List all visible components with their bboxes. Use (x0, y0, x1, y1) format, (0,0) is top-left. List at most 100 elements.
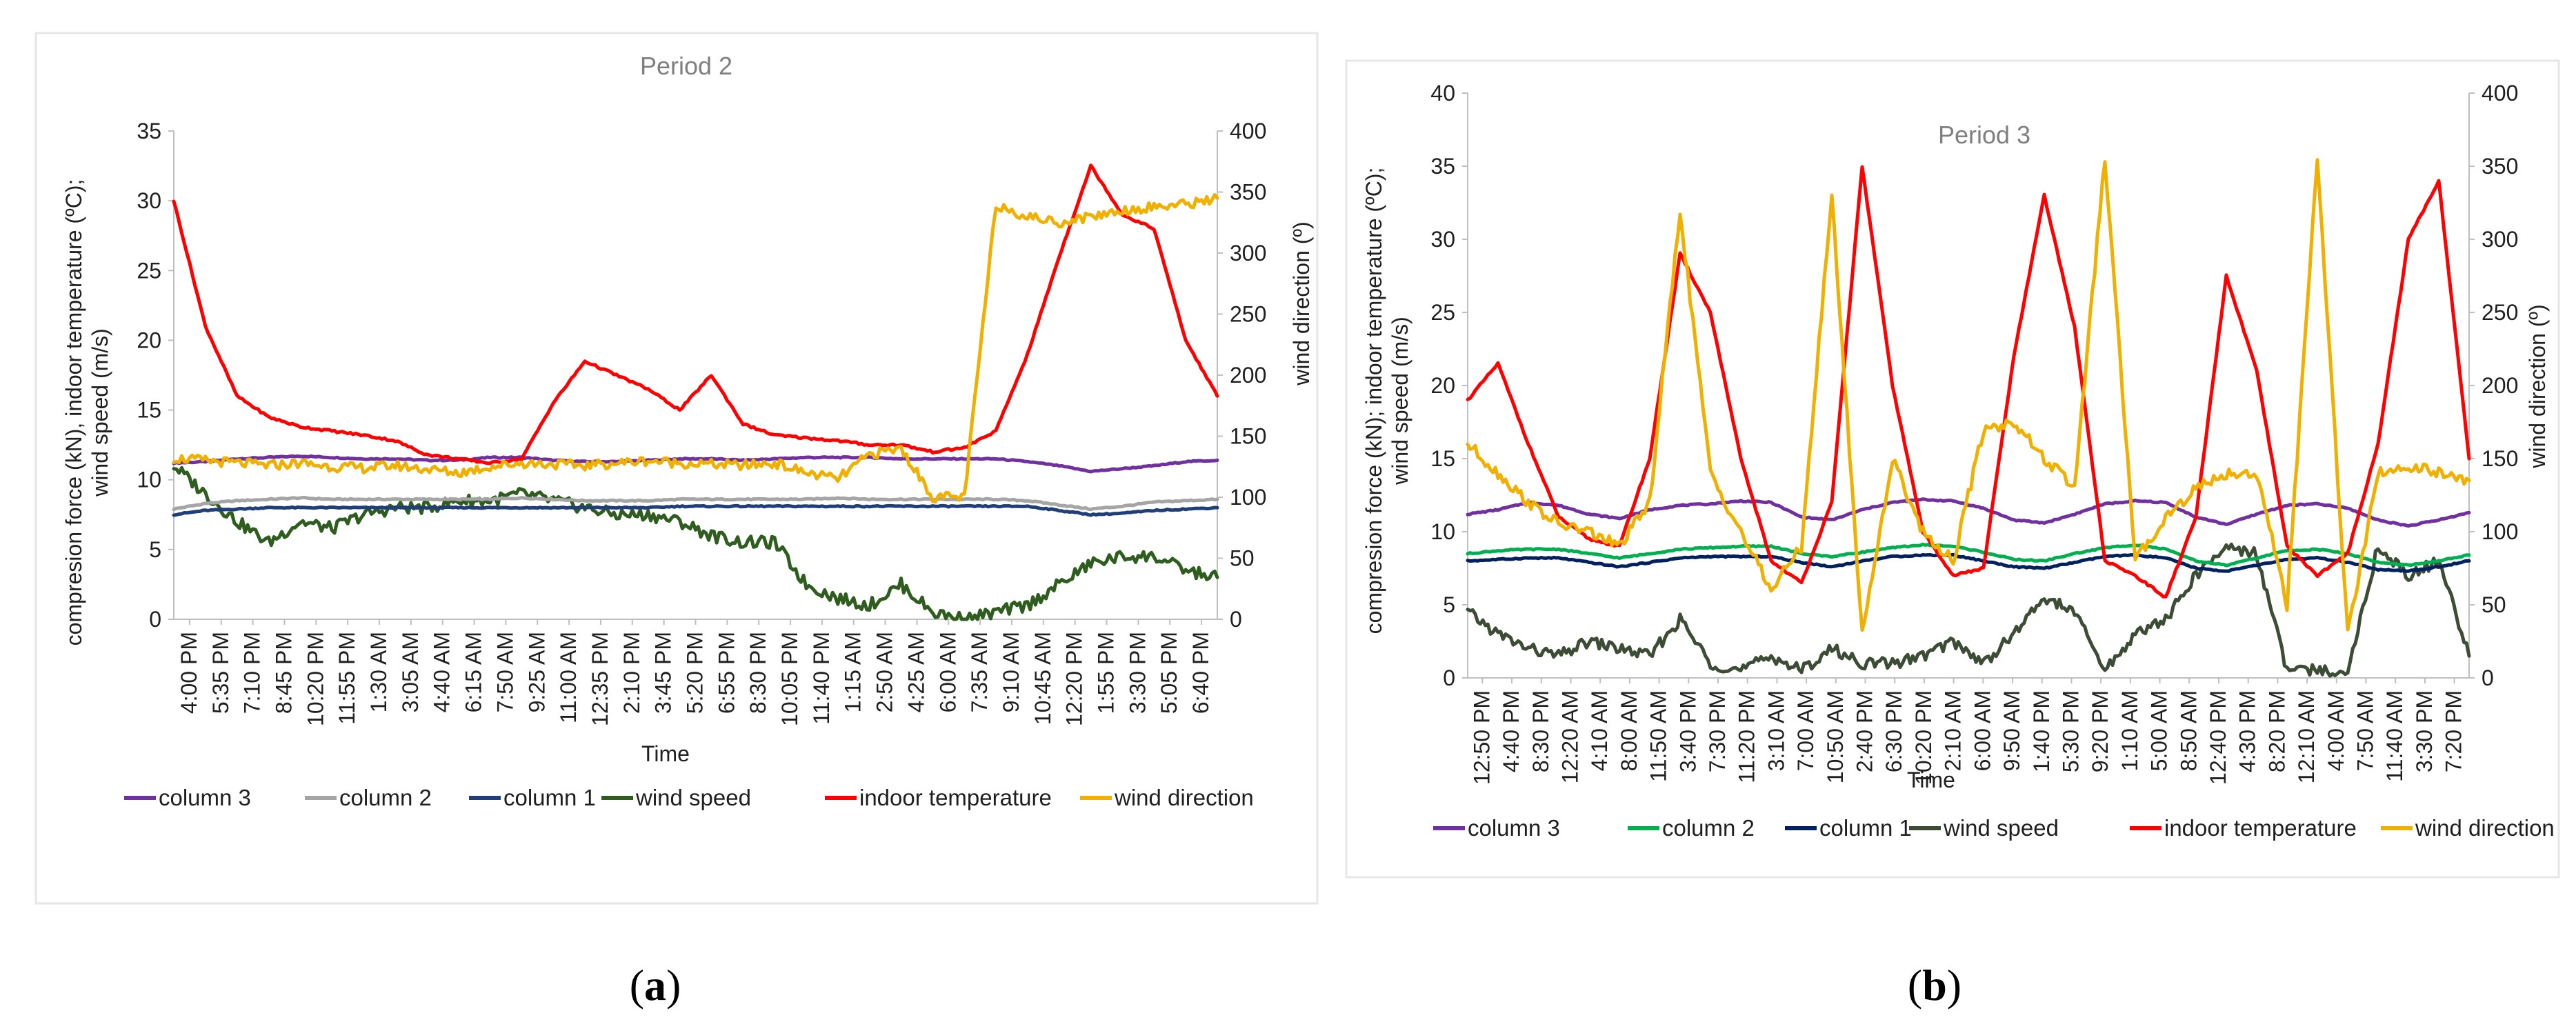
x-tick-label: 7:50 AM (2353, 690, 2378, 771)
legend-label: indoor temperature (2164, 815, 2357, 841)
x-tick-label: 7:30 PM (1705, 690, 1730, 772)
y-tick-label-left: 25 (1430, 300, 1455, 325)
series-line-column-3 (172, 454, 1219, 474)
y-axis-title-left-line2: wind speed (m/s) (88, 328, 112, 497)
y-axis-title-right: wind direction (º) (2525, 304, 2550, 469)
plot-area: 051015202530350501001502002503003504004:… (137, 119, 1266, 726)
panel-caption-letter: a (644, 961, 666, 1010)
plot-area: 0510152025303540050100150200250300350400… (1430, 81, 2518, 785)
y-tick-label-right: 300 (1230, 241, 1266, 265)
y-tick-label-right: 100 (2482, 519, 2518, 544)
chart-frame (1345, 59, 2560, 879)
x-tick-label: 9:10 AM (999, 632, 1024, 712)
x-tick-label: 3:40 PM (1675, 690, 1700, 772)
y-tick-label-left: 15 (137, 398, 161, 423)
x-tick-label: 5:30 PM (2058, 690, 2083, 772)
y-tick-label-right: 250 (1230, 302, 1266, 327)
x-tick-label: 6:40 PM (1188, 632, 1213, 714)
x-tick-label: 8:45 PM (271, 632, 296, 714)
x-tick-label: 2:50 AM (872, 632, 897, 712)
x-tick-label: 7:10 PM (240, 632, 265, 714)
y-axis-title-left-line1: compresion force (kN); indoor temperatur… (1361, 168, 1386, 634)
x-tick-label: 9:50 AM (1999, 690, 2024, 771)
legend-label: column 1 (1819, 815, 1912, 841)
series-line-column-2 (172, 495, 1219, 512)
y-tick-label-right: 350 (1230, 180, 1266, 205)
x-tick-label: 4:40 PM (1499, 690, 1524, 772)
panel-caption-a: (a) (630, 961, 681, 1010)
x-tick-label: 11:00 AM (556, 632, 581, 723)
x-tick-label: 9:20 PM (2088, 690, 2113, 772)
x-tick-label: 6:00 AM (1970, 690, 1995, 771)
y-tick-label-right: 0 (2482, 665, 2494, 690)
legend-label: wind speed (1943, 815, 2059, 841)
x-tick-label: 8:00 AM (1617, 690, 1641, 771)
x-tick-label: 1:55 PM (1094, 632, 1119, 714)
x-tick-label: 11:55 PM (335, 632, 359, 725)
y-tick-label-left: 30 (1430, 227, 1455, 252)
legend-label: wind direction (1114, 785, 1254, 810)
y-tick-label-left: 5 (1443, 592, 1455, 617)
x-tick-label: 6:30 PM (1881, 690, 1906, 772)
chart-frame (34, 32, 1319, 905)
chart-title: Period 2 (640, 52, 732, 80)
x-tick-label: 7:20 PM (2442, 690, 2466, 772)
series-line-wind-direction (172, 193, 1219, 504)
x-tick-label: 12:35 PM (588, 632, 612, 726)
y-tick-label-right: 150 (1230, 424, 1266, 449)
y-tick-label-left: 40 (1430, 81, 1455, 106)
y-axis-title-left-line2: wind speed (m/s) (1388, 317, 1412, 485)
legend-label: indoor temperature (859, 785, 1052, 810)
series-line-wind-speed (172, 465, 1219, 621)
legend-label: column 1 (503, 785, 596, 810)
y-tick-label-right: 400 (2482, 81, 2518, 106)
legend: column 3 column 2 column 1 wind speed indoor… (124, 785, 1254, 810)
series-line-wind-speed (1466, 542, 2471, 678)
x-tick-label: 8:30 PM (1528, 690, 1553, 772)
y-tick-label-left: 10 (1430, 519, 1455, 544)
x-tick-label: 4:00 PM (177, 632, 201, 714)
y-tick-label-right: 100 (1230, 485, 1266, 510)
series-line-indoor-temperature (1466, 165, 2471, 599)
y-tick-label-left: 30 (137, 188, 161, 213)
x-tick-label: 5:35 PM (208, 632, 233, 714)
y-tick-label-right: 150 (2482, 446, 2518, 471)
x-axis-title: Time (1907, 768, 1955, 792)
y-tick-label-left: 5 (149, 537, 161, 562)
x-tick-label: 12:20 PM (1062, 632, 1087, 726)
x-tick-label: 5:05 PM (1157, 632, 1181, 714)
legend-label: wind speed (635, 785, 751, 810)
y-tick-label-left: 0 (1443, 665, 1455, 690)
x-tick-label: 12:20 AM (1557, 690, 1582, 783)
y-tick-label-right: 250 (2482, 300, 2518, 325)
x-tick-label: 5:20 PM (683, 632, 708, 714)
x-tick-label: 3:45 PM (651, 632, 676, 714)
legend-label: column 3 (1468, 815, 1560, 841)
x-tick-label: 12:10 AM (2294, 690, 2319, 783)
y-tick-label-left: 15 (1430, 446, 1455, 471)
y-tick-label-right: 350 (2482, 154, 2518, 179)
x-axis-title: Time (641, 741, 690, 766)
series-line-wind-direction (1466, 158, 2471, 632)
x-tick-label: 1:15 AM (841, 632, 866, 712)
x-tick-label: 10:50 AM (1823, 690, 1848, 783)
x-tick-label: 6:15 AM (461, 632, 486, 712)
x-tick-label: 10:45 AM (1030, 632, 1055, 725)
x-tick-label: 8:50 AM (2176, 690, 2201, 771)
x-tick-label: 4:40 AM (430, 632, 455, 712)
series-line-indoor-temperature (172, 163, 1219, 465)
x-tick-label: 3:30 PM (1125, 632, 1150, 714)
x-tick-label: 4:10 AM (1587, 690, 1612, 771)
x-tick-label: 10:20 PM (303, 632, 328, 726)
x-tick-label: 7:50 AM (492, 632, 517, 712)
x-tick-label: 8:20 PM (2264, 690, 2289, 772)
series-line-column-2 (1466, 542, 2471, 568)
y-tick-label-right: 400 (1230, 119, 1266, 143)
x-tick-label: 11:40 AM (2382, 690, 2407, 782)
x-tick-label: 7:35 AM (967, 632, 992, 712)
legend: column 3 column 2 column 1 wind speed indoor… (1433, 815, 2555, 841)
x-tick-label: 3:05 AM (398, 632, 423, 712)
x-tick-label: 2:40 PM (1853, 690, 1877, 772)
chart-panel-a: Period 2 0510152025303505010015020025030… (34, 32, 1319, 905)
